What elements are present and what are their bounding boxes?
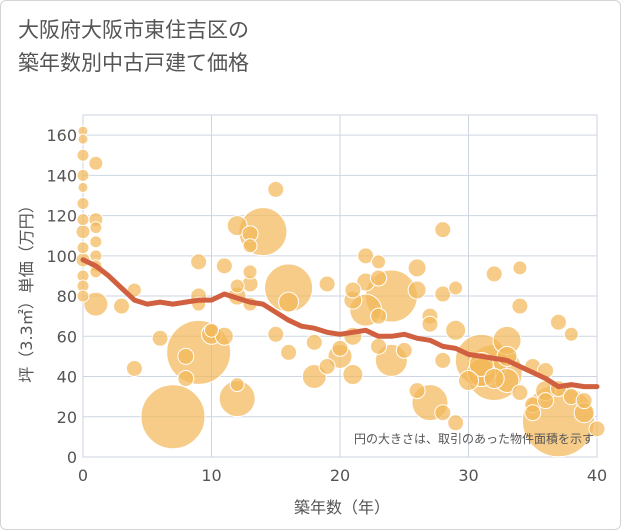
data-bubble (407, 280, 427, 300)
data-bubble (357, 247, 375, 265)
y-tick-label: 120 (46, 207, 77, 226)
data-bubble (190, 253, 208, 271)
data-bubble (83, 291, 109, 317)
data-bubble (113, 297, 131, 315)
size-legend-note: 円の大きさは、取引のあった物件面積を示す (354, 431, 594, 446)
data-bubble (140, 384, 206, 450)
data-bubble (524, 404, 542, 422)
data-bubble (204, 322, 219, 338)
data-bubble (563, 326, 579, 342)
y-tick-label: 40 (57, 368, 77, 387)
tick-labels: 0 10 20 30 40 0 20 40 60 80 100 120 140 160 (46, 126, 607, 485)
data-bubble (215, 257, 233, 275)
data-bubble (448, 280, 464, 296)
y-tick-label: 160 (46, 126, 77, 145)
data-bubble (331, 339, 349, 357)
data-bubble (267, 325, 285, 343)
data-bubble (434, 404, 452, 422)
data-bubble (370, 307, 388, 325)
x-tick-label: 40 (587, 466, 607, 485)
data-bubble (77, 133, 89, 145)
data-bubble (421, 315, 439, 333)
data-bubble (483, 368, 505, 390)
data-bubble (407, 258, 427, 278)
data-bubble (75, 224, 91, 240)
data-bubble (278, 291, 300, 313)
data-bubble (76, 168, 90, 182)
data-bubble (434, 221, 452, 239)
x-tick-label: 10 (201, 466, 221, 485)
data-bubble (229, 377, 245, 393)
y-tick-label: 140 (46, 166, 77, 185)
data-bubble (395, 341, 413, 359)
y-tick-label: 20 (57, 408, 77, 427)
data-bubble (177, 347, 195, 365)
chart-title-line-2: 築年数別中古戸建て価格 (18, 51, 249, 75)
data-bubble (434, 351, 452, 369)
data-bubble (371, 254, 387, 270)
data-bubble (537, 392, 555, 410)
data-bubble (445, 319, 467, 341)
data-bubble (76, 241, 90, 255)
data-bubble (76, 289, 90, 303)
y-tick-label: 80 (57, 287, 77, 306)
data-bubble (242, 264, 258, 280)
data-bubble (370, 337, 388, 355)
data-bubble (76, 148, 90, 162)
data-bubble (151, 329, 169, 347)
data-bubble (512, 260, 528, 276)
data-bubble (280, 343, 298, 361)
data-bubble (511, 384, 529, 402)
x-tick-label: 0 (78, 466, 88, 485)
data-bubble (125, 359, 143, 377)
data-bubble (177, 370, 195, 388)
x-axis-label: 築年数（年） (294, 498, 390, 517)
x-tick-label: 30 (458, 466, 478, 485)
data-bubble (447, 414, 465, 432)
data-bubble (267, 180, 285, 198)
data-bubble (88, 155, 104, 171)
y-tick-label: 60 (57, 327, 77, 346)
data-bubble (305, 333, 323, 351)
data-bubble (89, 221, 103, 235)
chart-title-line-1: 大阪府大阪市東住吉区の (18, 18, 249, 42)
data-bubble (342, 364, 364, 386)
data-bubble (370, 269, 388, 287)
x-tick-label: 20 (330, 466, 350, 485)
y-tick-label: 0 (67, 448, 77, 467)
data-bubble (434, 285, 452, 303)
data-bubble (458, 370, 479, 392)
data-bubble (344, 281, 362, 299)
y-axis-label: 坪（3.3㎡）単価（万円） (17, 197, 36, 382)
data-bubble (549, 313, 567, 331)
data-bubble (575, 392, 593, 410)
chart-title: 大阪府大阪市東住吉区の 築年数別中古戸建て価格 (18, 14, 249, 80)
data-bubble (588, 420, 606, 438)
bubble-layer (75, 125, 606, 458)
data-bubble (76, 213, 90, 227)
data-bubble (318, 275, 336, 293)
data-bubble (242, 238, 258, 254)
data-bubble (77, 181, 89, 193)
data-bubble (511, 297, 529, 315)
data-bubble (408, 382, 426, 400)
data-bubble (318, 357, 336, 375)
data-bubble (485, 265, 503, 283)
data-bubble (76, 197, 90, 211)
trend-line (80, 257, 600, 390)
grid (82, 114, 598, 458)
data-bubble (89, 235, 103, 249)
y-tick-label: 100 (46, 247, 77, 266)
data-bubble (229, 278, 245, 294)
